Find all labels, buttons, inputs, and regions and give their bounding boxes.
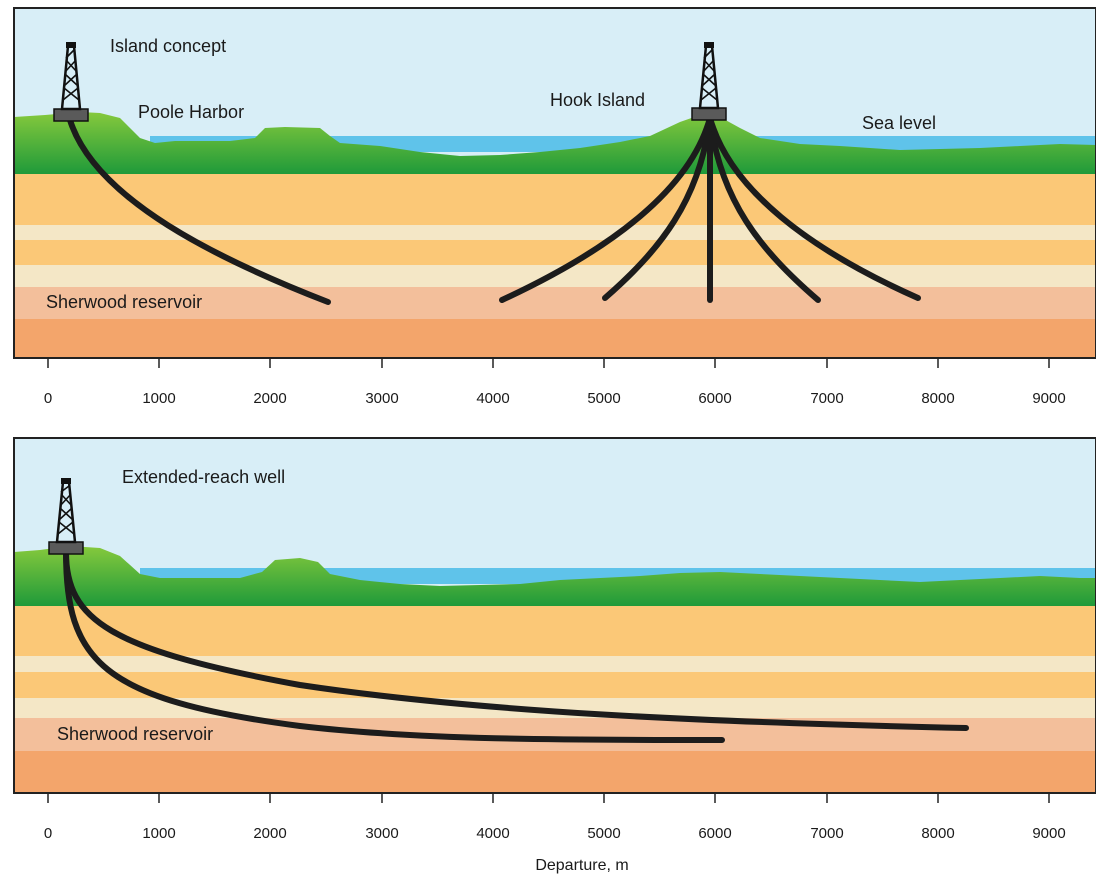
tick-label: 0 (44, 390, 52, 407)
top-layer-reservoir (14, 287, 1096, 319)
label-island-concept: Island concept (110, 36, 226, 56)
extended-reach-well-long (63, 549, 969, 731)
tick-label: 8000 (921, 825, 954, 842)
bottom-layer-orange-1 (14, 604, 1096, 656)
top-layer-deep (14, 319, 1096, 358)
well-poole-harbor (67, 117, 331, 305)
bottom-axis: 0 1000 2000 3000 4000 5000 6000 7000 800… (44, 793, 1066, 874)
label-poole-harbor: Poole Harbor (138, 102, 244, 122)
axis-title-departure: Departure, m (535, 857, 628, 874)
tick-label: 7000 (810, 825, 843, 842)
tick-label: 2000 (253, 390, 286, 407)
tick-label: 9000 (1032, 390, 1065, 407)
top-panel-frame (13, 7, 1096, 359)
bottom-layer-reservoir (14, 718, 1096, 751)
tick-label: 3000 (365, 390, 398, 407)
tick-label: 1000 (142, 825, 175, 842)
top-land (14, 112, 1096, 174)
well-hook-island-1 (499, 115, 713, 303)
tick-label: 9000 (1032, 825, 1065, 842)
bottom-layer-cream-1 (14, 656, 1096, 672)
tick-label: 2000 (253, 825, 286, 842)
well-hook-island-5 (707, 115, 921, 301)
derrick-icon (691, 42, 727, 121)
bottom-land (14, 546, 1096, 606)
tick-label: 4000 (476, 825, 509, 842)
well-hook-island-2 (602, 115, 713, 301)
bottom-panel: Extended-reach well Sherwood reservoir (13, 437, 1096, 794)
top-panel: Island concept Poole Harbor Hook Island … (13, 7, 1096, 359)
bottom-panel-frame (13, 437, 1096, 794)
label-extended-reach-well: Extended-reach well (122, 467, 285, 487)
tick-label: 1000 (142, 390, 175, 407)
label-sea-level: Sea level (862, 113, 936, 133)
tick-label: 8000 (921, 390, 954, 407)
label-hook-island: Hook Island (550, 90, 645, 110)
well-hook-island-4 (707, 115, 821, 303)
top-axis: 0 1000 2000 3000 4000 5000 6000 7000 800… (44, 358, 1066, 407)
top-layer-orange-1 (14, 170, 1096, 225)
bottom-wells (63, 549, 969, 743)
tick-label: 0 (44, 825, 52, 842)
top-wells (67, 115, 921, 305)
tick-label: 5000 (587, 390, 620, 407)
label-sherwood-reservoir-bottom: Sherwood reservoir (57, 724, 213, 744)
extended-reach-well-short (63, 549, 725, 743)
top-layer-orange-2 (14, 240, 1096, 265)
bottom-layer-orange-2 (14, 672, 1096, 698)
label-sherwood-reservoir-top: Sherwood reservoir (46, 292, 202, 312)
derrick-icon (53, 42, 89, 122)
tick-label: 6000 (698, 390, 731, 407)
tick-label: 6000 (698, 825, 731, 842)
bottom-layer-cream-2 (14, 698, 1096, 718)
tick-label: 4000 (476, 390, 509, 407)
derrick-icon (48, 478, 84, 555)
bottom-layer-deep (14, 751, 1096, 793)
tick-label: 7000 (810, 390, 843, 407)
top-layer-cream-1 (14, 225, 1096, 240)
tick-label: 5000 (587, 825, 620, 842)
tick-label: 3000 (365, 825, 398, 842)
